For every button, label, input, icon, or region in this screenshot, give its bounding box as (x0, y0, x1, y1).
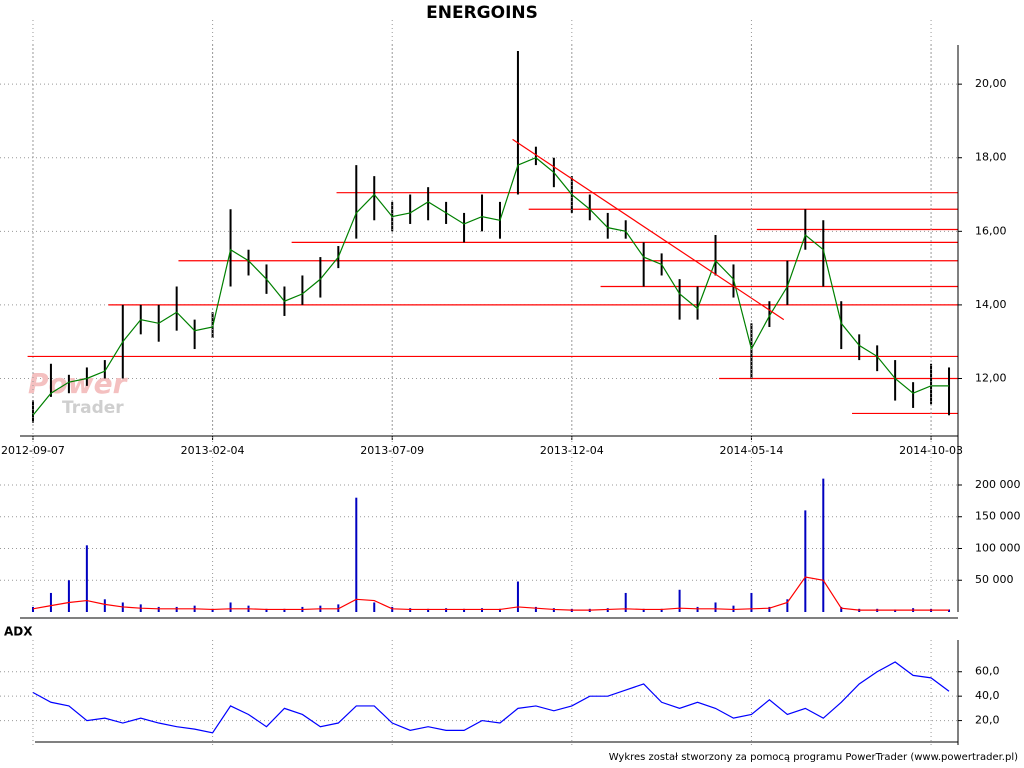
volume-bar (660, 608, 663, 612)
x-tick-label: 2013-12-04 (540, 444, 604, 457)
adx-line (32, 661, 950, 734)
trend-line (512, 138, 785, 321)
volume-bar (894, 609, 897, 612)
volume-bar (157, 606, 160, 612)
x-tick-label: 2012-09-07 (1, 444, 65, 457)
volume-bar (283, 608, 286, 612)
volume-bar (642, 608, 645, 612)
footer: Wykres został stworzony za pomocą progra… (609, 752, 1018, 763)
watermark: Trader (62, 398, 124, 418)
x-tick-label: 2013-07-09 (360, 444, 424, 457)
x-tick-label: 2013-02-04 (181, 444, 245, 457)
moving-average (32, 157, 950, 416)
volume-bar (678, 589, 681, 612)
volume-bar (31, 606, 34, 612)
y-tick-label: 100 000 (975, 541, 1021, 554)
watermark: Power (28, 367, 129, 400)
y-tick-label: 40,0 (975, 689, 1000, 702)
x-tick-label: 2014-10-03 (899, 444, 963, 457)
y-tick-label: 16,00 (975, 224, 1007, 237)
y-tick-label: 60,0 (975, 665, 1000, 678)
volume-bar (463, 608, 466, 612)
y-tick-label: 50 000 (975, 573, 1014, 586)
y-tick-label: 20,0 (975, 714, 1000, 727)
volume-bar (373, 602, 376, 612)
y-tick-label: 200 000 (975, 478, 1021, 491)
volume-bar (445, 608, 448, 612)
volume-bar (498, 608, 501, 612)
volume-bar (822, 478, 825, 612)
volume-bar (552, 608, 555, 612)
volume-bar (786, 599, 789, 612)
volume-bar (696, 606, 699, 612)
volume-bar (355, 497, 358, 612)
volume-bar (768, 606, 771, 612)
y-tick-label: 12,00 (975, 371, 1007, 384)
volume-bar (732, 605, 735, 612)
volume-bar (534, 606, 537, 612)
volume-bar (49, 592, 52, 612)
y-tick-label: 14,00 (975, 298, 1007, 311)
volume-bar (175, 606, 178, 612)
volume-bar (85, 545, 88, 612)
volume-bar (606, 608, 609, 612)
chart-title: ENERGOINS (426, 3, 538, 23)
y-tick-label: 18,00 (975, 151, 1007, 164)
volume-bar (948, 609, 951, 612)
volume-bar (516, 581, 519, 612)
volume-bar (481, 608, 484, 612)
volume-bar (229, 602, 232, 612)
volume-bar (211, 608, 214, 612)
y-tick-label: 20,00 (975, 77, 1007, 90)
volume-bar (804, 510, 807, 612)
volume-bar (750, 592, 753, 612)
volume-bar (265, 608, 268, 612)
x-tick-label: 2014-05-14 (719, 444, 783, 457)
volume-bar (391, 606, 394, 612)
volume-bar (427, 608, 430, 612)
volume-bar (624, 592, 627, 612)
volume-bar (840, 606, 843, 612)
volume-bar (714, 602, 717, 612)
volume-bar (409, 608, 412, 612)
panel-title: ADX (4, 625, 33, 639)
volume-bar (67, 580, 70, 612)
y-tick-label: 150 000 (975, 510, 1021, 523)
volume-bar (103, 599, 106, 612)
volume-average (32, 576, 950, 611)
